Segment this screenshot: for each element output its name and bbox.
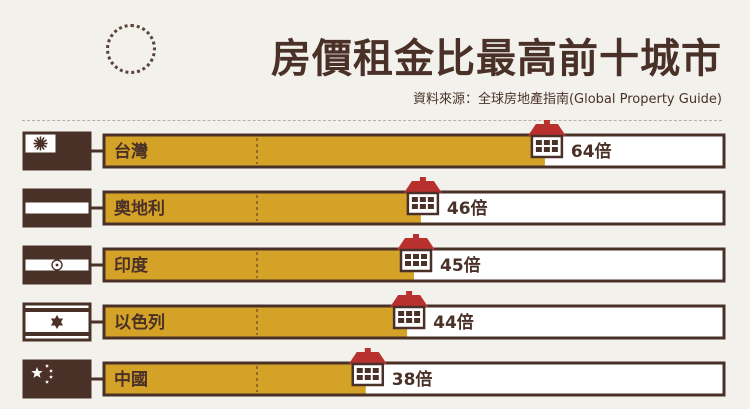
house-window [398, 311, 405, 316]
house-window [551, 147, 558, 152]
bar-以色列 [105, 307, 408, 337]
house-window [551, 140, 558, 145]
chart-row: 中國 38倍 [22, 348, 726, 399]
chart-row: 奧地利 46倍 [22, 177, 726, 228]
house-body [399, 248, 433, 273]
house-window [411, 197, 418, 202]
house-window [419, 197, 426, 202]
house-window [543, 140, 550, 145]
page-title: 房價租金比最高前十城市 [271, 36, 722, 82]
value-label: 46倍 [447, 198, 488, 219]
flag-stripe-top [25, 308, 89, 312]
house-body [406, 191, 440, 216]
house-window [406, 311, 413, 316]
house-chimney [419, 177, 426, 183]
flag-stripe-top [25, 248, 89, 260]
house-roof [403, 181, 442, 193]
source-note: 資料來源：全球房地產指南(Global Property Guide) [412, 92, 722, 107]
flag-stripe-bottom [25, 213, 89, 225]
bar-印度 [105, 250, 414, 280]
chakra-hub [55, 263, 59, 267]
value-label: 45倍 [440, 255, 481, 276]
small-star [44, 379, 50, 384]
house-window [372, 368, 379, 373]
house-chimney [364, 348, 371, 354]
house-window [535, 140, 542, 145]
category-label: 奧地利 [114, 198, 165, 219]
value-label: 64倍 [571, 141, 612, 162]
house-chimney [543, 120, 550, 126]
house-window [419, 204, 426, 209]
bar-台灣 [105, 136, 545, 166]
house-window [364, 375, 371, 380]
flag-stripe-top [25, 191, 89, 203]
small-star [48, 374, 54, 379]
house-roof [397, 238, 435, 250]
small-star [44, 363, 50, 368]
house-window [421, 254, 427, 259]
house-window [413, 254, 419, 259]
house-window [405, 254, 411, 259]
house-window [372, 375, 379, 380]
house-window [364, 368, 371, 373]
house-window [414, 318, 421, 323]
value-label: 44倍 [433, 312, 474, 333]
house-window [356, 368, 363, 373]
house-window [414, 311, 421, 316]
house-window [406, 318, 413, 323]
house-window [411, 204, 418, 209]
flag-stripe-bottom [25, 270, 89, 282]
bar-中國 [105, 364, 366, 394]
sun-disc [36, 139, 45, 148]
category-label: 以色列 [114, 312, 165, 333]
house-roof [390, 295, 429, 307]
chart-row: 台灣 64倍 [22, 120, 726, 171]
house-chimney [406, 291, 413, 297]
dotted-circle-decoration [106, 24, 156, 74]
house-body [392, 305, 426, 330]
house-roof [527, 124, 566, 136]
chart-row: 印度 45倍 [22, 234, 726, 285]
house-window [427, 197, 434, 202]
category-label: 印度 [114, 255, 149, 276]
house-window [543, 147, 550, 152]
house-window [405, 261, 411, 266]
category-label: 台灣 [114, 141, 148, 162]
flag-stripe-bottom [25, 332, 89, 336]
house-window [356, 375, 363, 380]
value-label: 38倍 [392, 369, 433, 390]
divider [22, 120, 722, 121]
house-window [413, 261, 419, 266]
house-window [427, 204, 434, 209]
house-window [421, 261, 427, 266]
chart-row: 以色列 44倍 [22, 291, 726, 342]
flag-field [25, 362, 89, 396]
house-body [530, 134, 564, 159]
house-body [351, 362, 385, 387]
bar-奧地利 [105, 193, 421, 223]
house-roof [348, 352, 387, 364]
small-star [48, 368, 54, 373]
house-window [535, 147, 542, 152]
house-window [398, 318, 405, 323]
big-star [31, 367, 43, 378]
star-of-david-down [50, 318, 64, 329]
house-chimney [413, 234, 419, 240]
chakra-wheel [51, 259, 63, 271]
category-label: 中國 [114, 369, 148, 390]
